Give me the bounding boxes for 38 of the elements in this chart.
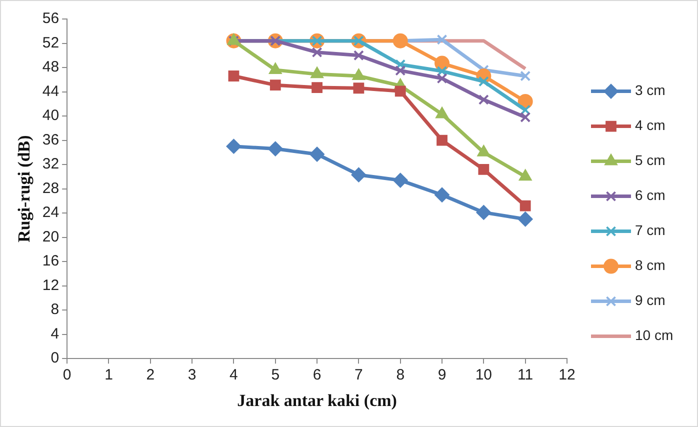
y-tick-label: 32 — [42, 156, 60, 173]
legend-label: 3 cm — [635, 82, 666, 98]
y-tick-label: 20 — [42, 228, 60, 246]
legend-label: 10 cm — [635, 327, 674, 344]
legend-label: 9 cm — [635, 292, 666, 308]
legend-label: 5 cm — [635, 152, 666, 168]
x-tick-label: 7 — [354, 366, 363, 384]
y-tick-label: 28 — [42, 180, 60, 197]
y-tick-label: 4 — [50, 325, 60, 342]
y-tick-label: 48 — [42, 58, 60, 76]
x-tick-label: 10 — [475, 366, 492, 384]
y-tick-label: 44 — [42, 82, 60, 100]
x-tick-label: 11 — [518, 366, 534, 384]
x-tick-label: 1 — [104, 366, 113, 384]
x-tick-label: 6 — [312, 366, 322, 384]
legend-label: 7 cm — [635, 222, 666, 238]
y-tick-label: 40 — [42, 107, 60, 124]
x-tick-label: 0 — [62, 366, 72, 384]
y-tick-label: 0 — [50, 350, 60, 367]
x-tick-label: 3 — [188, 366, 196, 384]
x-tick-label: 5 — [271, 366, 280, 384]
x-tick-label: 4 — [230, 366, 238, 384]
y-tick-label: 8 — [50, 301, 60, 318]
x-tick-label: 12 — [558, 366, 576, 384]
y-tick-label: 16 — [42, 252, 60, 270]
y-tick-label: 56 — [42, 10, 60, 28]
y-tick-label: 52 — [42, 34, 60, 52]
x-tick-label: 2 — [146, 366, 155, 384]
x-tick-label: 8 — [396, 366, 405, 384]
y-tick-label: 12 — [42, 276, 60, 294]
legend-label: 8 cm — [635, 257, 666, 274]
legend-label: 4 cm — [635, 117, 666, 134]
y-axis-title: Rugi-rugi (dB) — [14, 135, 34, 242]
y-tick-label: 36 — [42, 131, 60, 148]
legend-label: 6 cm — [635, 187, 666, 204]
y-tick-label: 24 — [42, 204, 60, 222]
x-tick-label: 9 — [438, 366, 446, 384]
x-axis-title: Jarak antar kaki (cm) — [237, 391, 397, 410]
